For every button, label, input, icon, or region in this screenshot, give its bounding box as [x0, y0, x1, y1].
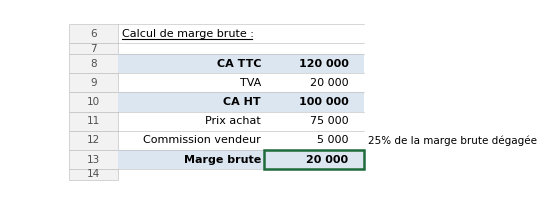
Bar [69, 54, 118, 73]
Text: 12: 12 [87, 135, 100, 145]
Bar [69, 131, 118, 150]
Text: 8: 8 [90, 59, 97, 69]
Bar [69, 93, 118, 112]
Text: 14: 14 [87, 169, 100, 179]
Text: TVA: TVA [240, 78, 261, 88]
Text: Calcul de marge brute :: Calcul de marge brute : [122, 29, 254, 39]
Text: 100 000: 100 000 [299, 97, 349, 107]
Bar [69, 24, 118, 43]
Text: 6: 6 [90, 29, 97, 39]
Bar [69, 150, 118, 169]
Bar [118, 150, 364, 169]
Bar [69, 73, 118, 93]
Text: 120 000: 120 000 [299, 59, 349, 69]
Text: CA HT: CA HT [223, 97, 261, 107]
Text: 75 000: 75 000 [310, 116, 349, 126]
Text: 9: 9 [90, 78, 97, 88]
Text: 13: 13 [87, 155, 100, 165]
Bar [118, 54, 364, 73]
Bar [69, 112, 118, 131]
Text: 5 000: 5 000 [317, 135, 349, 145]
Bar [69, 43, 118, 54]
Bar [118, 93, 364, 112]
Text: 11: 11 [87, 116, 100, 126]
Text: Commission vendeur: Commission vendeur [143, 135, 261, 145]
Text: 7: 7 [90, 44, 97, 54]
Bar [264, 150, 364, 169]
Text: CA TTC: CA TTC [217, 59, 261, 69]
Text: 20 000: 20 000 [306, 155, 349, 165]
Text: Marge brute: Marge brute [184, 155, 261, 165]
Text: 25% de la marge brute dégagée: 25% de la marge brute dégagée [368, 135, 537, 146]
Text: 20 000: 20 000 [310, 78, 349, 88]
Text: Prix achat: Prix achat [206, 116, 261, 126]
Bar [69, 169, 118, 180]
Text: 10: 10 [87, 97, 100, 107]
